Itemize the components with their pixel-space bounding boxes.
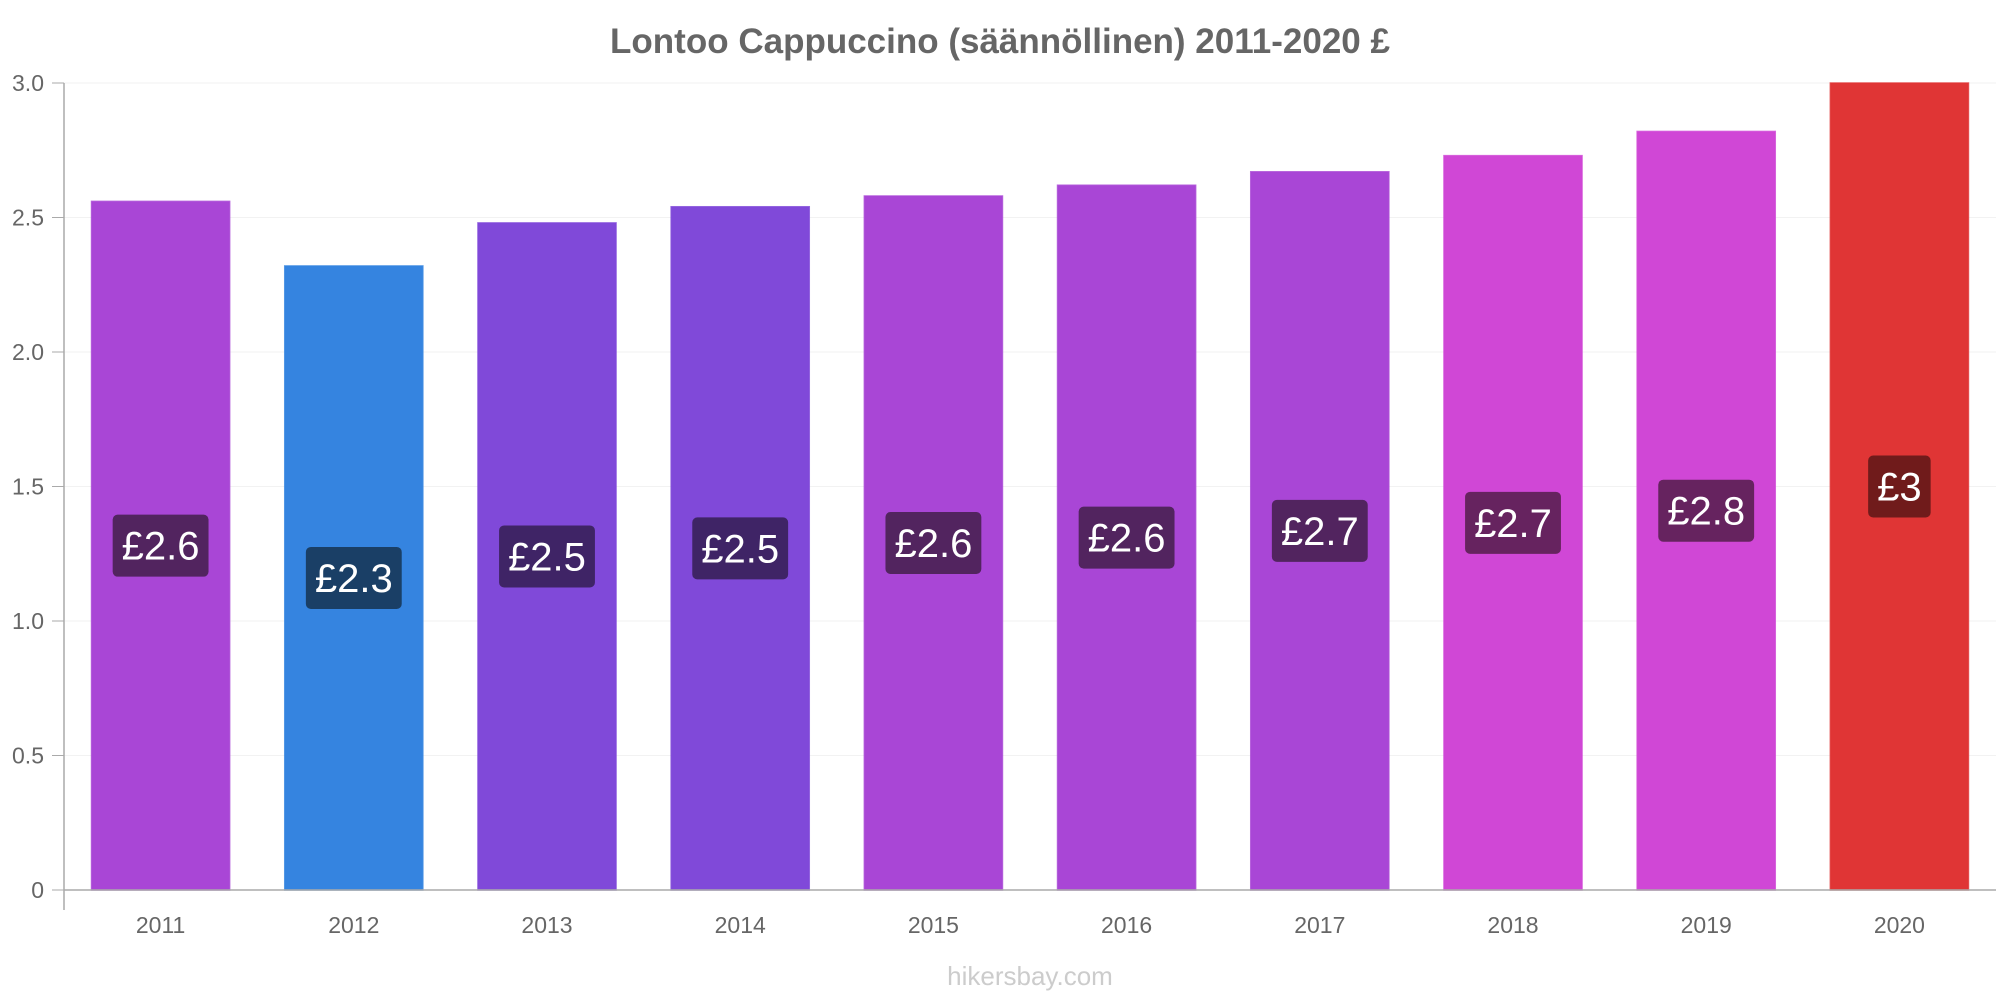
value-label-text: £2.8 [1667,490,1745,534]
value-label-background [112,514,209,577]
value-label-text: £2.6 [122,525,200,569]
y-tick-label: 2.0 [12,339,44,365]
y-tick-label: 2.5 [12,205,44,231]
value-label: £2.7 [1465,491,1561,554]
value-label: £2.7 [1271,499,1368,562]
x-tick-label: 2014 [715,912,766,938]
x-axis-ticks: 2011 2012 2013 2014 2015 2016 2017 2018 2019 2020 [136,912,1925,938]
value-label: £2.6 [1078,506,1175,569]
value-label-background [1465,491,1561,554]
value-label: £2.6 [112,514,209,577]
y-tick-label: 3.0 [12,70,44,96]
value-label-text: £2.5 [701,527,779,571]
x-tick-label: 2017 [1294,912,1345,938]
x-tick-label: 2012 [328,912,379,938]
source-credit: hikersbay.com [947,961,1113,991]
value-label-text: £3 [1877,466,1922,510]
x-tick-label: 2011 [136,912,185,938]
y-tick-label: 0 [31,877,44,903]
y-axis-ticks: 0 0.5 1.0 1.5 2.0 2.5 3.0 [12,70,64,903]
x-tick-label: 2013 [521,912,572,938]
value-label: £2.5 [692,517,789,580]
value-label-text: £2.3 [315,557,393,601]
axes [63,83,1996,910]
value-label: £2.5 [499,525,595,588]
x-tick-label: 2015 [908,912,959,938]
y-tick-label: 1.5 [12,474,44,500]
chart-title: Lontoo Cappuccino (säännöllinen) 2011-20… [610,22,1390,61]
value-label-text: £2.7 [1474,502,1552,546]
value-label: £2.3 [305,546,402,609]
value-label-background [305,546,402,609]
x-tick-label: 2019 [1681,912,1732,938]
value-label-background [1271,499,1368,562]
value-label-background [885,511,982,574]
value-label: £2.6 [885,511,982,574]
value-label-background [1868,455,1931,518]
value-label-background [1078,506,1175,569]
x-tick-label: 2018 [1487,912,1538,938]
x-tick-label: 2020 [1874,912,1925,938]
value-label-background [499,525,595,588]
value-label-text: £2.5 [508,535,586,579]
value-label-background [1658,479,1755,542]
value-label: £2.8 [1658,479,1755,542]
value-labels: £2.6 £2.3 £2.5 £2.5 £2.6 £2.6 £2.7 £2.7 £2.8 £3 [112,455,1931,609]
y-tick-label: 0.5 [12,743,44,769]
y-tick-label: 1.0 [12,608,44,634]
value-label-text: £2.6 [894,522,972,566]
x-tick-label: 2016 [1101,912,1152,938]
value-label-text: £2.7 [1281,510,1359,554]
value-label: £3 [1868,455,1931,518]
value-label-background [692,517,789,580]
value-label-text: £2.6 [1088,517,1166,561]
